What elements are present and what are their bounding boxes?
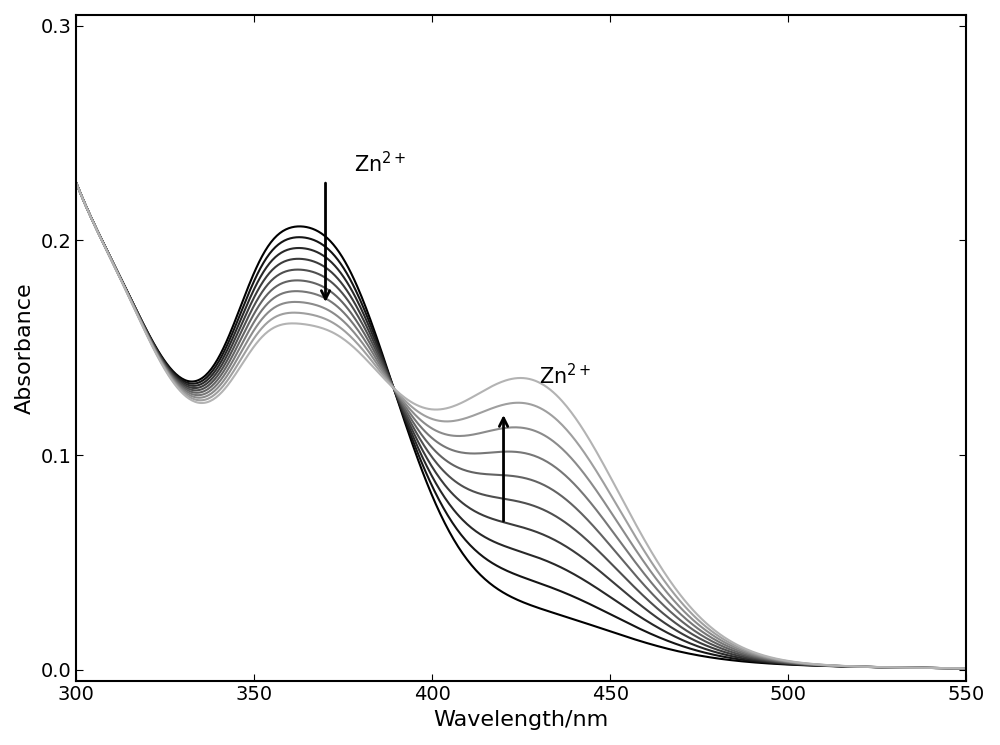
- Y-axis label: Absorbance: Absorbance: [15, 282, 35, 413]
- Text: Zn$^{2+}$: Zn$^{2+}$: [354, 150, 407, 176]
- X-axis label: Wavelength/nm: Wavelength/nm: [434, 710, 609, 730]
- Text: Zn$^{2+}$: Zn$^{2+}$: [539, 363, 592, 388]
